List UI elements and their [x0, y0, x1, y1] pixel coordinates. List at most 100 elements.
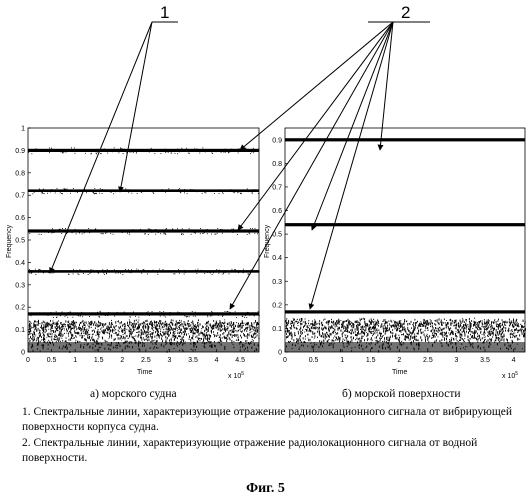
- noise-speck: [45, 324, 47, 327]
- noise-speck: [140, 334, 142, 337]
- noise-speck: [222, 328, 224, 331]
- noise-speck: [50, 336, 52, 338]
- noise-speck: [362, 326, 364, 328]
- noise-speck: [56, 324, 57, 327]
- noise-speck: [163, 322, 165, 325]
- noise-speck: [142, 327, 144, 330]
- noise-speck: [67, 327, 69, 330]
- noise-speck: [195, 325, 196, 328]
- noise-speck: [335, 339, 337, 341]
- noise-speck: [110, 324, 112, 326]
- noise-speck: [78, 327, 80, 329]
- line-speck: [202, 232, 204, 234]
- noise-speck: [75, 332, 77, 334]
- noise-speck: [338, 326, 340, 330]
- noise-speck: [515, 334, 517, 338]
- line-speck: [206, 190, 207, 191]
- noise-speck: [358, 330, 359, 333]
- noise-speck: [446, 320, 448, 321]
- noise-speck: [82, 330, 84, 332]
- line-speck: [136, 268, 138, 270]
- noise-speck: [450, 322, 452, 325]
- line-speck: [89, 190, 91, 192]
- line-speck: [165, 152, 167, 154]
- noise-speck: [138, 319, 140, 321]
- noise-speck: [360, 328, 361, 330]
- noise-speck: [286, 336, 287, 339]
- noise-speck: [226, 325, 228, 327]
- noise-speck: [224, 327, 225, 330]
- noise-speck: [410, 320, 412, 323]
- noise-speck: [429, 322, 431, 325]
- noise-speck: [54, 323, 56, 325]
- line-speck: [121, 148, 123, 150]
- noise-speck: [43, 328, 45, 331]
- noise-speck: [298, 332, 299, 335]
- line-speck: [209, 270, 210, 272]
- noise-speck: [71, 321, 73, 323]
- noise-speck: [319, 326, 320, 329]
- noise-speck: [117, 334, 118, 337]
- noise-speck: [310, 330, 312, 333]
- noise-speck: [345, 334, 347, 336]
- line-speck: [62, 152, 63, 153]
- noise-speck: [331, 320, 332, 323]
- noise-speck: [54, 338, 56, 341]
- noise-speck: [102, 323, 104, 325]
- line-speck: [236, 316, 237, 318]
- noise-speck: [51, 338, 53, 341]
- noise-speck: [342, 331, 344, 334]
- noise-speck: [464, 334, 466, 337]
- noise-speck: [202, 334, 204, 337]
- noise-speck: [432, 327, 434, 329]
- noise-speck: [108, 332, 110, 334]
- noise-speck: [50, 329, 51, 330]
- noise-speck: [398, 334, 400, 336]
- noise-speck: [198, 325, 200, 328]
- noise-speck: [462, 339, 464, 342]
- line-speck: [154, 229, 156, 230]
- noise-speck: [329, 333, 331, 336]
- line-speck: [183, 269, 185, 271]
- noise-speck: [478, 322, 480, 324]
- noise-speck: [33, 322, 35, 324]
- line-speck: [137, 189, 138, 191]
- noise-speck: [169, 329, 171, 331]
- noise-speck: [509, 322, 511, 324]
- noise-speck: [190, 321, 192, 324]
- line-speck: [250, 269, 252, 271]
- line-speck: [98, 316, 100, 318]
- line-speck: [129, 270, 131, 272]
- noise-speck: [520, 328, 521, 330]
- noise-speck: [59, 330, 61, 332]
- noise-speck: [237, 337, 239, 339]
- noise-speck: [292, 320, 293, 324]
- noise-speck: [502, 330, 504, 333]
- noise-speck: [328, 334, 330, 338]
- noise-speck: [484, 339, 485, 342]
- noise-speck: [451, 322, 453, 325]
- noise-speck: [54, 331, 56, 333]
- spectral-lines-b: [285, 138, 525, 314]
- noise-speck: [332, 330, 334, 334]
- noise-speck: [34, 320, 35, 323]
- line-speck: [42, 192, 43, 193]
- noise-speck: [79, 321, 81, 324]
- line-speck: [128, 150, 130, 152]
- spectral-line: [285, 223, 525, 227]
- noise-speck: [134, 338, 135, 340]
- noise-speck: [184, 329, 185, 331]
- noise-speck: [485, 328, 487, 330]
- line-speck: [29, 233, 31, 235]
- noise-speck: [356, 320, 358, 323]
- noise-speck: [338, 340, 340, 343]
- noise-speck: [35, 328, 37, 330]
- noise-speck: [83, 324, 85, 326]
- noise-speck: [445, 323, 447, 326]
- noise-speck: [103, 329, 105, 332]
- noise-speck: [381, 323, 383, 325]
- noise-speck: [170, 339, 172, 342]
- line-speck: [125, 190, 127, 192]
- y-tick-label: 0.8: [272, 161, 282, 168]
- noise-speck: [183, 340, 184, 342]
